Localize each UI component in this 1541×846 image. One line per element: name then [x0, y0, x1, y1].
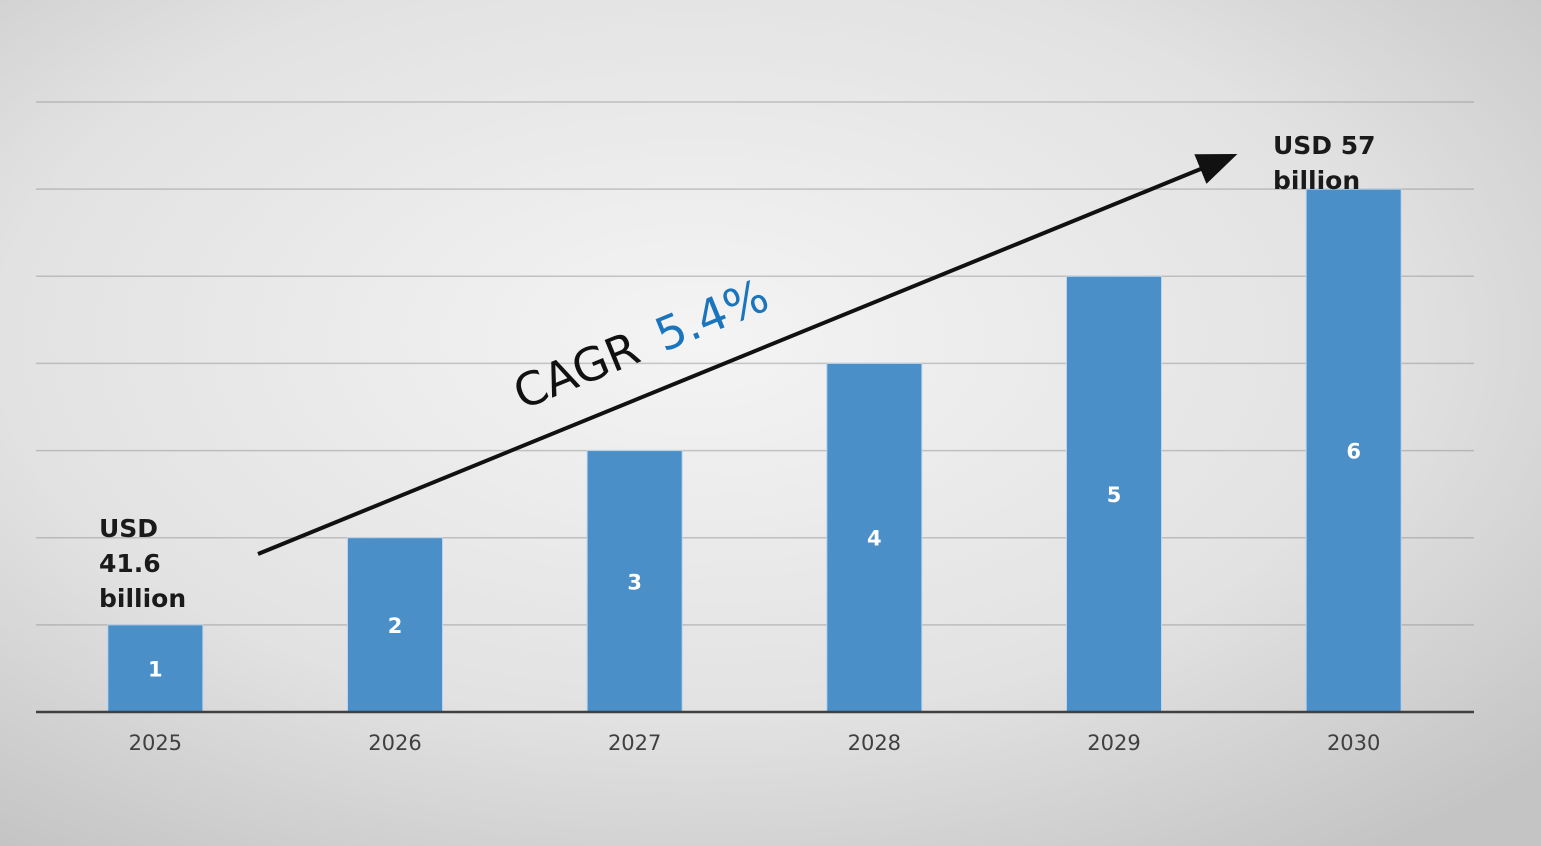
- x-tick-labels: 2025 2026 2027 2028 2029 2030: [129, 731, 1381, 755]
- data-label: 4: [867, 527, 882, 551]
- data-label: 2: [388, 614, 403, 638]
- x-tick-label: 2027: [608, 731, 661, 755]
- bar-2029: [1066, 275, 1162, 713]
- bar-2030: [1305, 188, 1402, 713]
- cagr-arrow: [257, 153, 1238, 556]
- gridlines: [36, 101, 1474, 626]
- x-tick-label: 2029: [1087, 731, 1140, 755]
- data-label: 3: [627, 570, 642, 594]
- bar-2026: [347, 537, 443, 713]
- data-labels: 1 2 3 4 5 6: [148, 440, 1361, 682]
- end-value-annotation: USD 57 billion: [1273, 131, 1384, 195]
- bar-2025: [107, 624, 204, 713]
- x-tick-label: 2025: [129, 731, 182, 755]
- x-tick-label: 2026: [368, 731, 421, 755]
- start-value-annotation: USD 41.6 billion: [99, 514, 186, 613]
- data-label: 1: [148, 657, 163, 681]
- x-tick-label: 2030: [1327, 731, 1380, 755]
- data-label: 6: [1346, 440, 1361, 464]
- bar-2028: [826, 362, 923, 713]
- x-tick-label: 2028: [848, 731, 901, 755]
- data-label: 5: [1107, 483, 1122, 507]
